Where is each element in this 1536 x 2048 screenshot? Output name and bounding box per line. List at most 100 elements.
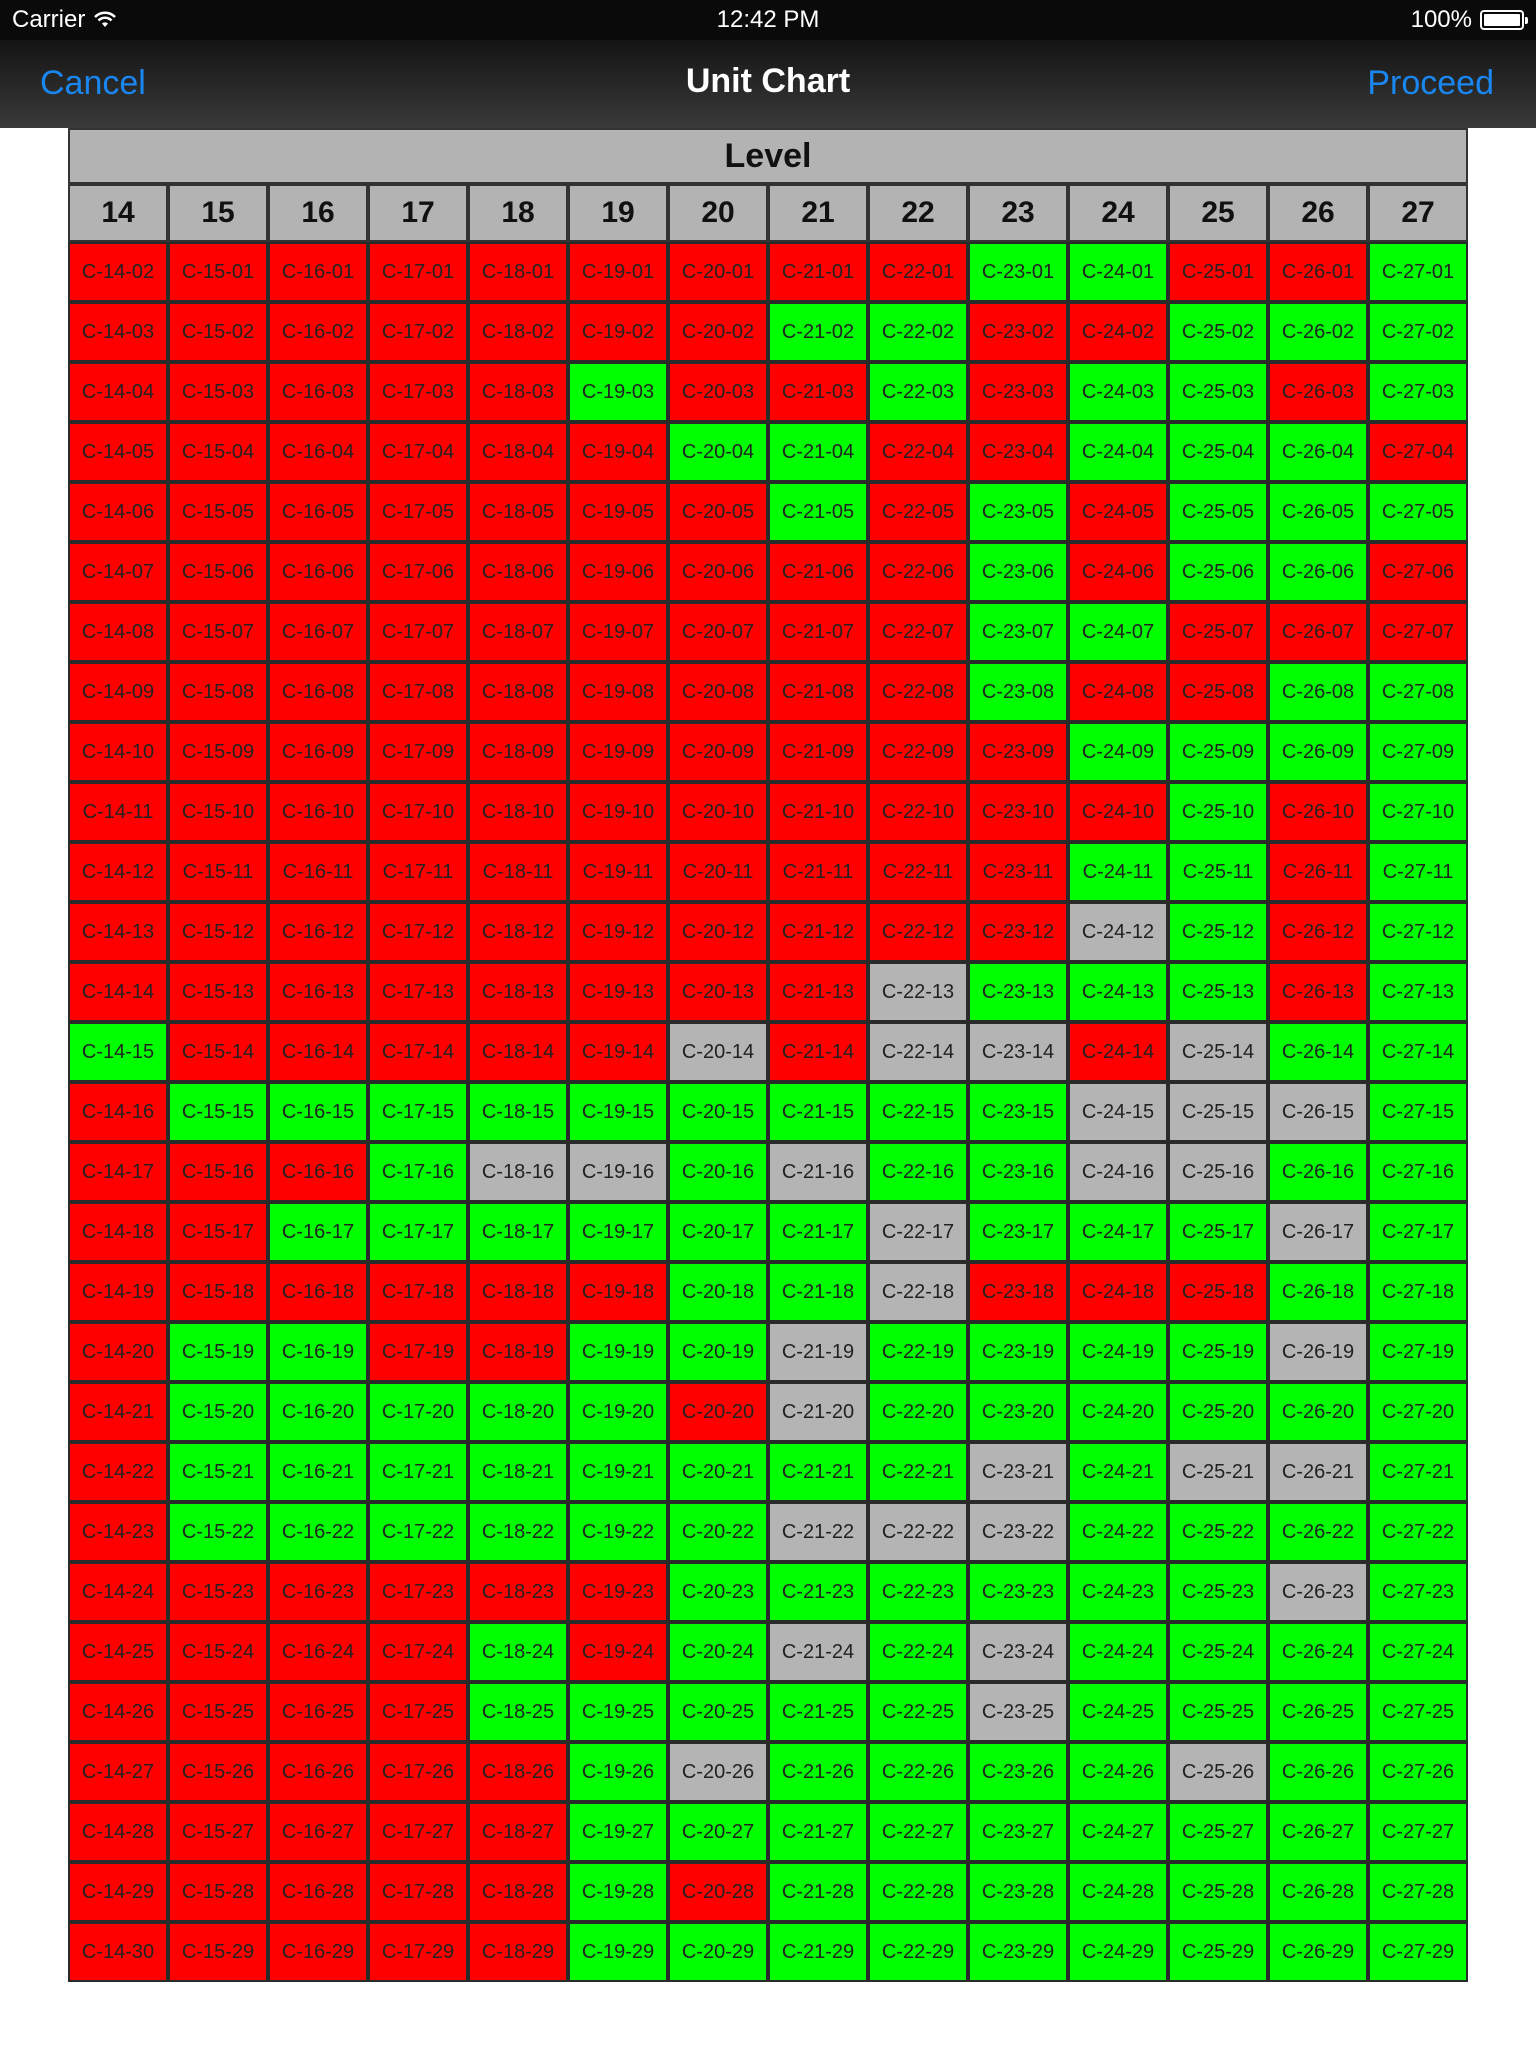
unit-cell[interactable]: C-20-10 [668, 782, 768, 842]
unit-cell[interactable]: C-24-24 [1068, 1622, 1168, 1682]
unit-cell[interactable]: C-19-11 [568, 842, 668, 902]
unit-cell[interactable]: C-23-25 [968, 1682, 1068, 1742]
unit-cell[interactable]: C-14-14 [68, 962, 168, 1022]
unit-cell[interactable]: C-20-28 [668, 1862, 768, 1922]
unit-cell[interactable]: C-14-20 [68, 1322, 168, 1382]
unit-cell[interactable]: C-19-04 [568, 422, 668, 482]
unit-cell[interactable]: C-14-17 [68, 1142, 168, 1202]
unit-cell[interactable]: C-20-26 [668, 1742, 768, 1802]
unit-cell[interactable]: C-25-05 [1168, 482, 1268, 542]
unit-cell[interactable]: C-19-26 [568, 1742, 668, 1802]
unit-cell[interactable]: C-23-14 [968, 1022, 1068, 1082]
unit-cell[interactable]: C-18-26 [468, 1742, 568, 1802]
unit-cell[interactable]: C-27-25 [1368, 1682, 1468, 1742]
unit-cell[interactable]: C-21-15 [768, 1082, 868, 1142]
unit-cell[interactable]: C-19-03 [568, 362, 668, 422]
unit-cell[interactable]: C-16-09 [268, 722, 368, 782]
unit-cell[interactable]: C-16-19 [268, 1322, 368, 1382]
unit-cell[interactable]: C-26-01 [1268, 242, 1368, 302]
unit-cell[interactable]: C-17-14 [368, 1022, 468, 1082]
unit-cell[interactable]: C-19-21 [568, 1442, 668, 1502]
unit-cell[interactable]: C-27-16 [1368, 1142, 1468, 1202]
unit-cell[interactable]: C-14-05 [68, 422, 168, 482]
unit-cell[interactable]: C-16-06 [268, 542, 368, 602]
unit-cell[interactable]: C-23-09 [968, 722, 1068, 782]
unit-cell[interactable]: C-19-20 [568, 1382, 668, 1442]
unit-cell[interactable]: C-17-05 [368, 482, 468, 542]
unit-cell[interactable]: C-20-05 [668, 482, 768, 542]
unit-cell[interactable]: C-26-18 [1268, 1262, 1368, 1322]
unit-cell[interactable]: C-26-28 [1268, 1862, 1368, 1922]
unit-cell[interactable]: C-21-21 [768, 1442, 868, 1502]
unit-cell[interactable]: C-15-29 [168, 1922, 268, 1982]
unit-cell[interactable]: C-18-16 [468, 1142, 568, 1202]
unit-cell[interactable]: C-15-10 [168, 782, 268, 842]
unit-cell[interactable]: C-22-09 [868, 722, 968, 782]
unit-cell[interactable]: C-27-18 [1368, 1262, 1468, 1322]
unit-cell[interactable]: C-20-12 [668, 902, 768, 962]
unit-cell[interactable]: C-14-08 [68, 602, 168, 662]
unit-cell[interactable]: C-17-02 [368, 302, 468, 362]
unit-cell[interactable]: C-15-26 [168, 1742, 268, 1802]
unit-cell[interactable]: C-21-08 [768, 662, 868, 722]
unit-cell[interactable]: C-21-09 [768, 722, 868, 782]
unit-cell[interactable]: C-27-13 [1368, 962, 1468, 1022]
unit-cell[interactable]: C-20-24 [668, 1622, 768, 1682]
unit-cell[interactable]: C-15-15 [168, 1082, 268, 1142]
unit-cell[interactable]: C-24-06 [1068, 542, 1168, 602]
unit-cell[interactable]: C-20-18 [668, 1262, 768, 1322]
unit-cell[interactable]: C-18-14 [468, 1022, 568, 1082]
unit-cell[interactable]: C-16-04 [268, 422, 368, 482]
unit-cell[interactable]: C-21-02 [768, 302, 868, 362]
unit-cell[interactable]: C-21-22 [768, 1502, 868, 1562]
unit-cell[interactable]: C-24-07 [1068, 602, 1168, 662]
unit-cell[interactable]: C-16-02 [268, 302, 368, 362]
unit-cell[interactable]: C-18-27 [468, 1802, 568, 1862]
unit-cell[interactable]: C-14-06 [68, 482, 168, 542]
unit-cell[interactable]: C-24-28 [1068, 1862, 1168, 1922]
unit-cell[interactable]: C-17-12 [368, 902, 468, 962]
unit-cell[interactable]: C-19-22 [568, 1502, 668, 1562]
unit-cell[interactable]: C-14-27 [68, 1742, 168, 1802]
unit-cell[interactable]: C-27-22 [1368, 1502, 1468, 1562]
unit-cell[interactable]: C-18-17 [468, 1202, 568, 1262]
unit-cell[interactable]: C-23-05 [968, 482, 1068, 542]
unit-cell[interactable]: C-22-24 [868, 1622, 968, 1682]
unit-cell[interactable]: C-21-26 [768, 1742, 868, 1802]
unit-cell[interactable]: C-26-24 [1268, 1622, 1368, 1682]
unit-cell[interactable]: C-24-23 [1068, 1562, 1168, 1622]
unit-cell[interactable]: C-17-04 [368, 422, 468, 482]
unit-cell[interactable]: C-26-20 [1268, 1382, 1368, 1442]
unit-cell[interactable]: C-16-23 [268, 1562, 368, 1622]
unit-cell[interactable]: C-15-05 [168, 482, 268, 542]
unit-cell[interactable]: C-25-11 [1168, 842, 1268, 902]
unit-cell[interactable]: C-19-01 [568, 242, 668, 302]
proceed-button[interactable]: Proceed [1367, 64, 1494, 102]
unit-cell[interactable]: C-19-27 [568, 1802, 668, 1862]
unit-cell[interactable]: C-23-24 [968, 1622, 1068, 1682]
unit-cell[interactable]: C-20-17 [668, 1202, 768, 1262]
unit-cell[interactable]: C-23-21 [968, 1442, 1068, 1502]
unit-cell[interactable]: C-14-15 [68, 1022, 168, 1082]
unit-cell[interactable]: C-17-28 [368, 1862, 468, 1922]
unit-cell[interactable]: C-24-04 [1068, 422, 1168, 482]
unit-cell[interactable]: C-17-25 [368, 1682, 468, 1742]
unit-cell[interactable]: C-26-19 [1268, 1322, 1368, 1382]
unit-cell[interactable]: C-14-04 [68, 362, 168, 422]
unit-cell[interactable]: C-14-25 [68, 1622, 168, 1682]
unit-cell[interactable]: C-23-02 [968, 302, 1068, 362]
unit-cell[interactable]: C-27-11 [1368, 842, 1468, 902]
unit-cell[interactable]: C-26-25 [1268, 1682, 1368, 1742]
unit-cell[interactable]: C-20-22 [668, 1502, 768, 1562]
unit-cell[interactable]: C-22-02 [868, 302, 968, 362]
unit-cell[interactable]: C-27-20 [1368, 1382, 1468, 1442]
unit-cell[interactable]: C-21-19 [768, 1322, 868, 1382]
unit-cell[interactable]: C-20-16 [668, 1142, 768, 1202]
unit-cell[interactable]: C-18-15 [468, 1082, 568, 1142]
unit-cell[interactable]: C-18-21 [468, 1442, 568, 1502]
unit-cell[interactable]: C-21-13 [768, 962, 868, 1022]
unit-cell[interactable]: C-22-14 [868, 1022, 968, 1082]
unit-cell[interactable]: C-20-29 [668, 1922, 768, 1982]
unit-cell[interactable]: C-19-05 [568, 482, 668, 542]
unit-cell[interactable]: C-23-16 [968, 1142, 1068, 1202]
